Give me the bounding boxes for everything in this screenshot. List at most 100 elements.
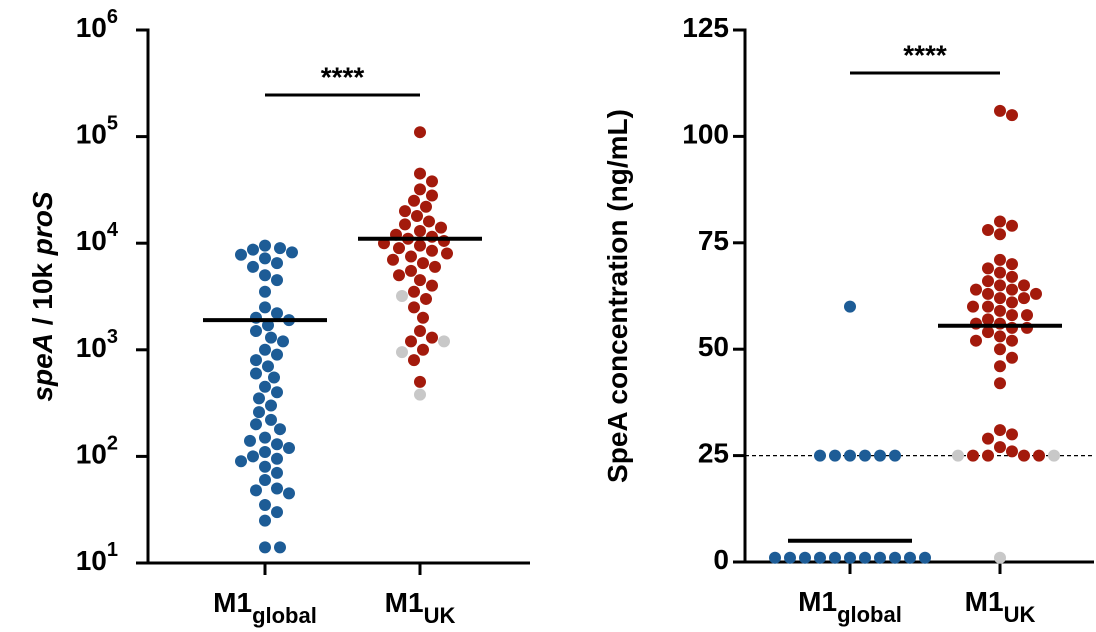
tick-value: 75 xyxy=(698,225,729,256)
data-point xyxy=(274,541,286,554)
data-point xyxy=(994,441,1006,454)
data-point xyxy=(414,167,426,180)
data-point xyxy=(844,551,856,564)
tick-base: 10 xyxy=(76,332,107,363)
data-point xyxy=(1006,109,1018,122)
tick-exponent: 4 xyxy=(107,219,119,241)
data-point xyxy=(265,413,277,426)
data-point xyxy=(411,209,423,222)
data-point xyxy=(271,307,283,320)
y-label-part: / 10k xyxy=(27,255,58,333)
data-point xyxy=(405,264,417,277)
y-tick-label: 101 xyxy=(76,539,118,576)
data-point xyxy=(250,325,262,338)
data-point xyxy=(1018,449,1030,462)
y-axis-label: SpeA concentration (ng/mL) xyxy=(602,109,633,483)
data-point xyxy=(420,200,432,213)
data-point xyxy=(259,380,271,393)
data-point xyxy=(253,406,265,419)
data-point xyxy=(408,354,420,367)
data-point xyxy=(262,319,274,332)
data-point xyxy=(438,335,450,348)
y-label-part: speA xyxy=(27,333,58,401)
data-point xyxy=(262,360,274,373)
data-point xyxy=(994,424,1006,437)
data-point xyxy=(889,449,901,462)
data-point xyxy=(1033,449,1045,462)
data-point xyxy=(982,432,994,445)
data-point xyxy=(967,300,979,313)
data-point xyxy=(414,375,426,388)
data-point xyxy=(1006,258,1018,271)
x-tick-label: M1global xyxy=(213,587,317,627)
data-point xyxy=(283,487,295,500)
data-point xyxy=(408,301,420,314)
y-tick-label: 103 xyxy=(76,326,118,363)
data-point xyxy=(982,287,994,300)
data-point xyxy=(967,449,979,462)
tick-exponent: 5 xyxy=(107,113,118,135)
data-point xyxy=(970,317,982,330)
data-point xyxy=(420,292,432,305)
data-point xyxy=(829,449,841,462)
data-point xyxy=(414,325,426,338)
data-point xyxy=(247,450,259,463)
data-point xyxy=(271,466,283,479)
data-point xyxy=(399,205,411,218)
y-tick-label: 104 xyxy=(76,219,119,256)
data-point xyxy=(259,514,271,527)
data-point xyxy=(994,343,1006,356)
data-point xyxy=(271,438,283,451)
y-tick-label: 100 xyxy=(682,119,729,150)
data-point xyxy=(414,126,426,139)
data-point xyxy=(1006,445,1018,458)
tick-exponent: 3 xyxy=(107,326,118,348)
data-point xyxy=(235,248,247,261)
data-point xyxy=(426,244,438,257)
category-label: M1 xyxy=(213,587,252,618)
data-point xyxy=(994,551,1006,564)
y-label-part: SpeA concentration (ng/mL) xyxy=(602,109,633,483)
data-point xyxy=(259,269,271,282)
data-point xyxy=(414,274,426,287)
category-subscript: global xyxy=(252,603,317,628)
data-point xyxy=(1021,309,1033,322)
data-point xyxy=(387,253,399,266)
y-tick-label: 125 xyxy=(682,12,729,43)
data-point xyxy=(271,257,283,270)
tick-base: 10 xyxy=(76,226,107,257)
data-point xyxy=(259,460,271,473)
tick-base: 10 xyxy=(76,439,107,470)
data-point xyxy=(250,484,262,497)
data-point xyxy=(417,257,429,270)
data-point xyxy=(271,482,283,495)
data-point xyxy=(429,260,441,273)
y-label-part: proS xyxy=(27,191,58,256)
category-label: M1 xyxy=(798,586,837,617)
data-point xyxy=(982,326,994,339)
data-point xyxy=(283,441,295,454)
data-point xyxy=(994,330,1006,343)
data-point xyxy=(271,452,283,465)
data-point xyxy=(271,386,283,399)
data-point xyxy=(1021,321,1033,334)
data-point xyxy=(271,506,283,519)
data-point xyxy=(1006,351,1018,364)
category-subscript: UK xyxy=(424,603,456,628)
data-point xyxy=(994,292,1006,305)
data-point xyxy=(1018,292,1030,305)
data-point xyxy=(417,311,429,324)
tick-value: 125 xyxy=(682,12,729,43)
data-point xyxy=(259,445,271,458)
data-point xyxy=(259,474,271,487)
data-point xyxy=(426,331,438,344)
data-point xyxy=(393,242,405,255)
data-point xyxy=(250,367,262,380)
significance-label: **** xyxy=(903,39,947,70)
data-point xyxy=(1018,279,1030,292)
data-point xyxy=(994,304,1006,317)
data-point xyxy=(408,285,420,298)
data-point xyxy=(441,247,453,260)
data-point xyxy=(829,551,841,564)
y-tick-label: 106 xyxy=(76,6,118,43)
